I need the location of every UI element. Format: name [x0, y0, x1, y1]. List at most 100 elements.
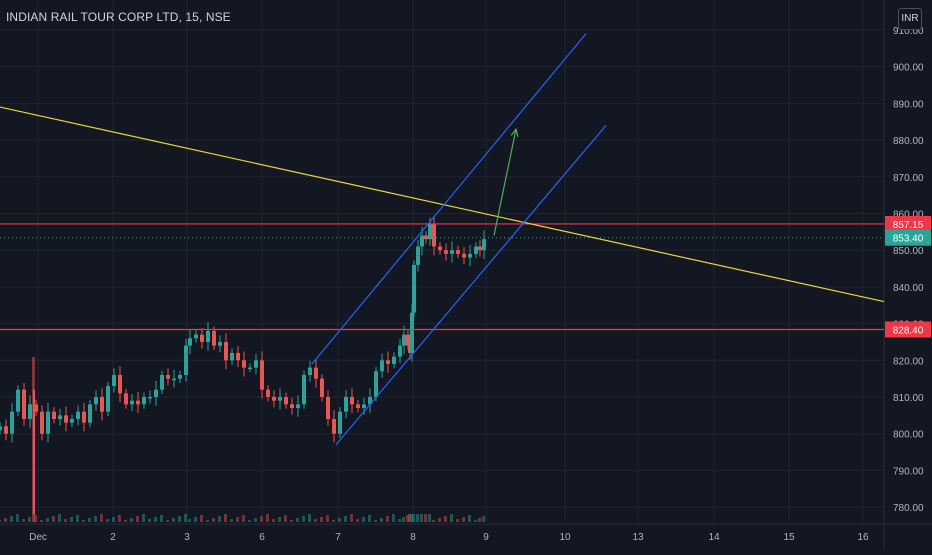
x-tick-label: 7	[335, 532, 341, 543]
volume-bar	[28, 517, 31, 522]
candle-body	[130, 400, 134, 405]
volume-bar	[106, 519, 109, 522]
candle-body	[58, 415, 62, 420]
candle-body	[482, 239, 486, 251]
volume-bar	[212, 518, 215, 522]
x-tick-label: 9	[483, 532, 489, 543]
volume-bar	[386, 516, 389, 522]
volume-bar	[450, 514, 453, 522]
last-price-tag	[885, 229, 931, 246]
candle-body	[154, 389, 158, 397]
candle-body	[320, 378, 324, 397]
y-tick-label: 780.00	[893, 503, 924, 514]
candle-body	[184, 345, 188, 375]
candle-body	[326, 397, 330, 420]
volume-bar	[136, 516, 139, 522]
channel-upper-line[interactable]	[311, 33, 587, 365]
x-tick-label: 14	[708, 532, 720, 543]
volume-bar	[332, 520, 335, 522]
volume-bar	[296, 518, 299, 522]
candle-body	[284, 397, 288, 405]
candle-body	[362, 404, 366, 409]
candle-body	[278, 397, 282, 401]
projection-arrow-line[interactable]	[493, 128, 517, 236]
volume-bar	[76, 515, 79, 522]
y-tick-label: 910.00	[893, 26, 924, 37]
candle-body	[314, 367, 318, 379]
volume-bar	[112, 517, 115, 522]
volume-bar	[46, 518, 49, 522]
volume-bar	[172, 518, 175, 522]
candle-body	[236, 352, 240, 361]
candle-body	[242, 360, 246, 368]
candle-body	[166, 374, 170, 379]
volume-bar	[124, 520, 127, 522]
price-level-tag	[885, 321, 931, 338]
candle-body	[462, 253, 466, 258]
candle-body	[438, 246, 442, 251]
projection-arrow-head	[510, 127, 519, 137]
currency-badge[interactable]: INR	[898, 8, 922, 30]
volume-bar	[142, 514, 145, 522]
candle-body	[356, 404, 360, 409]
candle-body	[0, 426, 2, 431]
volume-bar	[380, 518, 383, 522]
candle-body	[444, 250, 448, 254]
volume-bar	[148, 519, 151, 522]
candle-body	[254, 360, 258, 368]
candle-body	[22, 389, 26, 420]
candle-body	[28, 404, 32, 420]
candle-body	[260, 360, 264, 390]
candle-body	[46, 411, 50, 434]
descending-trendline[interactable]	[0, 106, 885, 303]
volume-bar	[248, 520, 251, 522]
y-tick-label: 850.00	[893, 246, 924, 257]
volume-bar	[194, 517, 197, 522]
price-level-label: 828.40	[893, 325, 924, 336]
chart-title: INDIAN RAIL TOUR CORP LTD, 15, NSE	[6, 10, 231, 24]
candle-body	[34, 404, 38, 412]
volume-bar	[412, 514, 415, 522]
x-tick-label: 15	[783, 532, 795, 543]
candle-body	[338, 411, 342, 434]
volume-bar	[88, 518, 91, 522]
x-tick-label: 2	[110, 532, 116, 543]
volume-bar	[118, 515, 121, 522]
candle-body	[302, 374, 306, 405]
candle-body	[450, 250, 454, 254]
candle-body	[4, 426, 8, 434]
volume-bar	[82, 520, 85, 522]
candle-body	[10, 411, 14, 434]
candle-body	[124, 393, 128, 405]
volume-bar	[424, 514, 427, 522]
volume-bar	[456, 519, 459, 522]
candle-body	[224, 341, 228, 361]
volume-bar	[284, 515, 287, 522]
x-tick-label: 16	[857, 532, 869, 543]
candle-body	[142, 397, 146, 405]
volume-bar	[22, 519, 25, 522]
candle-body	[392, 356, 396, 364]
y-tick-label: 800.00	[893, 430, 924, 441]
x-tick-label: 10	[559, 532, 571, 543]
volume-bar	[160, 515, 163, 522]
candle-body	[248, 367, 252, 370]
volume-bar	[254, 518, 257, 522]
candle-body	[82, 411, 86, 423]
volume-bar	[230, 519, 233, 522]
candle-body	[344, 397, 348, 412]
y-tick-label: 880.00	[893, 136, 924, 147]
volume-bar	[154, 517, 157, 522]
x-tick-label: 13	[632, 532, 644, 543]
volume-bar	[10, 516, 13, 522]
channel-lower-line[interactable]	[335, 125, 607, 446]
candle-body	[374, 371, 378, 397]
candle-body	[218, 341, 222, 346]
price-level-tag	[885, 215, 931, 232]
volume-bar	[320, 517, 323, 522]
volume-bar	[398, 519, 401, 522]
y-tick-label: 820.00	[893, 356, 924, 367]
candle-body	[160, 374, 164, 390]
